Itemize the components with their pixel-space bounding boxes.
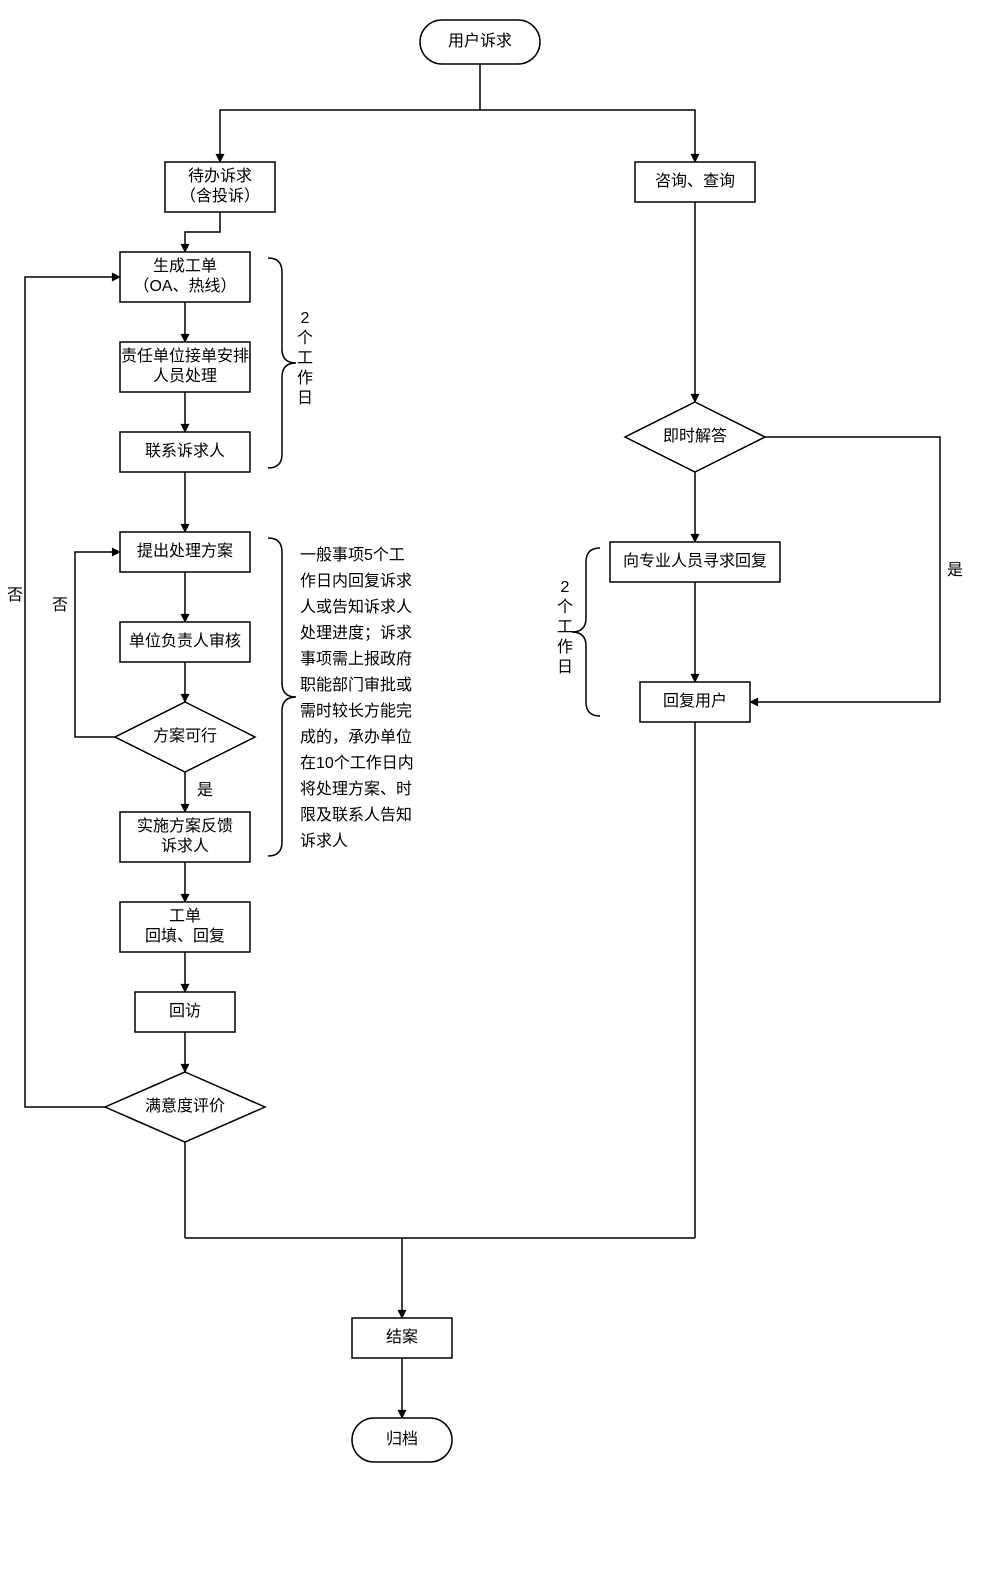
brace-annotation: 人或告知诉求人: [300, 598, 412, 616]
brace-annotation: 成的，承办单位: [300, 728, 412, 746]
node-label: 向专业人员寻求回复: [623, 552, 767, 570]
brace-label: 个: [557, 598, 573, 616]
node-consult: 咨询、查询: [635, 162, 755, 202]
node-close: 结案: [352, 1318, 452, 1358]
node-label: 联系诉求人: [145, 442, 225, 460]
brace-annotation: 职能部门审批或: [300, 676, 412, 694]
node-label: 生成工单: [153, 257, 217, 275]
brace-label: 2: [301, 310, 310, 327]
brace: [572, 548, 600, 716]
brace-annotation: 诉求人: [300, 832, 348, 850]
edge-label: 是: [947, 562, 963, 579]
node-pending: 待办诉求 （含投诉）: [165, 162, 275, 212]
edge: [185, 212, 220, 252]
edge-label: 否: [52, 597, 68, 614]
node-impl: 实施方案反馈诉求人: [120, 812, 250, 862]
brace-annotation: 需时较长方能完: [300, 702, 412, 720]
brace: [268, 258, 296, 468]
brace-label: 工: [297, 350, 313, 367]
brace-label: 日: [557, 659, 573, 676]
node-propose: 提出处理方案: [120, 532, 250, 572]
brace-label: 日: [297, 390, 313, 407]
brace-annotation: 在10个工作日内: [300, 754, 414, 772]
brace-annotation: 限及联系人告知: [300, 806, 412, 824]
brace-annotation: 事项需上报政府: [300, 650, 412, 668]
brace-label: 作: [297, 369, 313, 387]
brace: [268, 538, 296, 856]
node-label: 即时解答: [663, 427, 727, 445]
node-satisfy: 满意度评价: [105, 1072, 265, 1142]
node-label: 回访: [169, 1002, 201, 1020]
node-label: 待办诉求: [188, 167, 252, 185]
node-label: 工单: [169, 907, 201, 925]
node-feasible: 方案可行: [115, 702, 255, 772]
braces-layer: 2个工作日一般事项5个工作日内回复诉求人或告知诉求人处理进度；诉求事项需上报政府…: [268, 258, 600, 856]
node-label: 方案可行: [153, 727, 217, 745]
brace-label: 2: [561, 579, 570, 596]
node-instant: 即时解答: [625, 402, 765, 472]
node-label: 责任单位接单安排: [121, 347, 249, 365]
node-label: 人员处理: [153, 367, 217, 385]
brace-label: 个: [297, 329, 313, 347]
brace-label: 作: [557, 638, 573, 656]
node-label: （含投诉）: [180, 187, 260, 205]
node-replyUser: 回复用户: [640, 682, 750, 722]
node-label: 归档: [386, 1430, 418, 1448]
edge: [480, 110, 695, 162]
node-start: 用户诉求: [420, 20, 540, 64]
brace-annotation: 一般事项5个工: [300, 546, 405, 564]
nodes-layer: 用户诉求待办诉求 （含投诉） 咨询、查询生成工单 （OA、热线） 责任单位接单安排人员处…: [105, 20, 780, 1462]
brace-annotation: 将处理方案、时: [300, 780, 412, 798]
node-label: 诉求人: [161, 837, 209, 855]
node-label: 回填、回复: [145, 927, 225, 945]
node-label: 结案: [386, 1328, 418, 1346]
brace-annotation: 作日内回复诉求: [300, 572, 412, 590]
node-label: 实施方案反馈: [137, 817, 233, 835]
flowchart-canvas: 是否否是用户诉求待办诉求（含投诉）咨询、查询生成工单（OA、热线）责任单位接单安…: [0, 0, 1000, 1588]
edge-label: 否: [7, 587, 23, 604]
brace-annotation: 处理进度；诉求: [300, 624, 412, 642]
edge: [75, 552, 120, 737]
node-label: 满意度评价: [145, 1096, 225, 1115]
edge: [220, 110, 480, 162]
node-assign: 责任单位接单安排人员处理: [120, 342, 250, 392]
node-label: 单位负责人审核: [129, 632, 241, 650]
node-seekPro: 向专业人员寻求回复: [610, 542, 780, 582]
brace-label: 工: [557, 619, 573, 636]
node-label: 咨询、查询: [655, 172, 735, 190]
node-contact: 联系诉求人: [120, 432, 250, 472]
node-label: 回复用户: [663, 692, 727, 710]
node-label: 提出处理方案: [137, 542, 233, 560]
node-label: （OA、热线）: [133, 277, 236, 295]
node-archive: 归档: [352, 1418, 452, 1462]
node-revisit: 回访: [135, 992, 235, 1032]
edge-label: 是: [197, 782, 213, 799]
node-label: 用户诉求: [448, 32, 512, 50]
node-review: 单位负责人审核: [120, 622, 250, 662]
node-fill: 工单回填、回复: [120, 902, 250, 952]
node-genOrder: 生成工单 （OA、热线）: [120, 252, 250, 302]
edge: [25, 277, 120, 1107]
